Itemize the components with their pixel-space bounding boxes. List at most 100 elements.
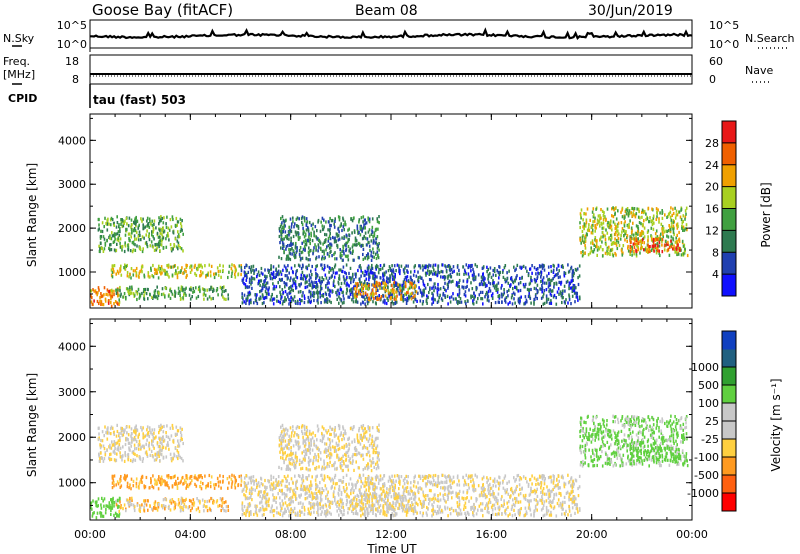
scatter-cell	[129, 291, 132, 296]
scatter-cell	[654, 243, 657, 248]
scatter-cell	[117, 239, 120, 243]
scatter-cell	[132, 451, 135, 456]
scatter-cell	[585, 221, 588, 225]
scatter-cell	[220, 508, 222, 513]
scatter-cell	[243, 270, 246, 274]
scatter-cell	[352, 217, 355, 221]
scatter-cell	[135, 266, 138, 271]
scatter-cell	[542, 503, 545, 507]
scatter-cell	[519, 492, 522, 496]
scatter-cell	[684, 217, 686, 221]
scatter-cell	[129, 272, 131, 276]
scatter-cell	[233, 474, 235, 478]
scatter-cell	[274, 276, 276, 280]
scatter-cell	[393, 297, 396, 301]
scatter-cell	[409, 275, 412, 279]
scatter-cell	[473, 278, 475, 282]
beam-title: Beam 08	[355, 3, 418, 19]
scatter-cell	[348, 275, 351, 280]
scatter-cell	[583, 227, 585, 231]
scatter-cell	[652, 227, 655, 231]
scatter-cell	[383, 273, 386, 277]
scatter-cell	[103, 434, 105, 438]
scatter-cell	[141, 219, 143, 223]
scatter-cell	[355, 282, 357, 286]
scatter-cell	[315, 291, 318, 295]
scatter-cell	[617, 236, 620, 241]
scatter-cell	[368, 244, 371, 248]
scatter-cell	[166, 474, 168, 478]
scatter-cell	[311, 227, 314, 231]
scatter-cell	[101, 302, 104, 306]
scatter-cell	[288, 442, 290, 446]
scatter-cell	[550, 279, 552, 283]
scatter-cell	[376, 275, 378, 279]
scatter-cell	[409, 284, 412, 288]
scatter-cell	[357, 290, 360, 294]
scatter-cell	[141, 459, 144, 463]
scatter-cell	[303, 235, 306, 239]
scatter-cell	[174, 446, 177, 450]
scatter-cell	[106, 448, 108, 452]
scatter-cell	[306, 429, 309, 433]
scatter-cell	[577, 298, 579, 302]
scatter-cell	[110, 243, 112, 247]
scatter-cell	[328, 229, 331, 233]
scatter-cell	[127, 243, 129, 247]
scatter-cell	[167, 476, 170, 480]
scatter-cell	[531, 264, 533, 268]
scatter-cell	[441, 263, 444, 267]
scatter-cell	[333, 222, 335, 226]
scatter-cell	[267, 268, 269, 272]
scatter-cell	[617, 229, 619, 233]
scatter-cell	[684, 209, 687, 213]
scatter-cell	[370, 258, 373, 262]
scatter-cell	[473, 296, 476, 300]
scatter-cell	[111, 500, 113, 504]
scatter-cell	[505, 279, 508, 283]
scatter-cell	[280, 509, 282, 513]
scatter-cell	[364, 446, 367, 450]
scatter-cell	[110, 506, 113, 510]
scatter-cell	[375, 237, 377, 241]
scatter-cell	[332, 478, 335, 482]
scatter-cell	[324, 442, 326, 446]
scatter-cell	[301, 222, 304, 227]
scatter-cell	[329, 432, 331, 436]
scatter-cell	[293, 252, 296, 256]
freq-tick-bottom: 8	[72, 73, 79, 86]
scatter-cell	[157, 293, 159, 297]
scatter-cell	[675, 250, 678, 254]
scatter-cell	[103, 247, 106, 251]
scatter-cell	[561, 264, 564, 268]
scatter-cell	[126, 287, 129, 291]
power-cbar-swatch	[722, 121, 736, 144]
scatter-cell	[343, 297, 345, 301]
scatter-cell	[310, 441, 312, 445]
scatter-cell	[333, 463, 335, 468]
scatter-cell	[171, 292, 174, 296]
scatter-cell	[295, 241, 297, 246]
scatter-cell	[144, 499, 147, 503]
scatter-cell	[351, 219, 354, 223]
scatter-cell	[472, 267, 474, 271]
scatter-cell	[344, 429, 346, 433]
scatter-cell	[96, 511, 99, 515]
scatter-cell	[584, 238, 587, 242]
scatter-cell	[326, 475, 329, 479]
scatter-cell	[197, 294, 200, 299]
scatter-cell	[98, 301, 100, 306]
scatter-cell	[334, 263, 337, 267]
scatter-cell	[327, 429, 330, 433]
scatter-cell	[334, 257, 336, 261]
scatter-cell	[300, 257, 302, 261]
scatter-cell	[681, 224, 683, 229]
scatter-cell	[217, 484, 220, 488]
scatter-cell	[419, 476, 422, 480]
scatter-cell	[486, 295, 489, 299]
scatter-cell	[322, 294, 325, 298]
scatter-cell	[110, 512, 112, 516]
scatter-cell	[325, 292, 328, 297]
scatter-cell	[280, 223, 283, 227]
scatter-cell	[293, 225, 295, 229]
